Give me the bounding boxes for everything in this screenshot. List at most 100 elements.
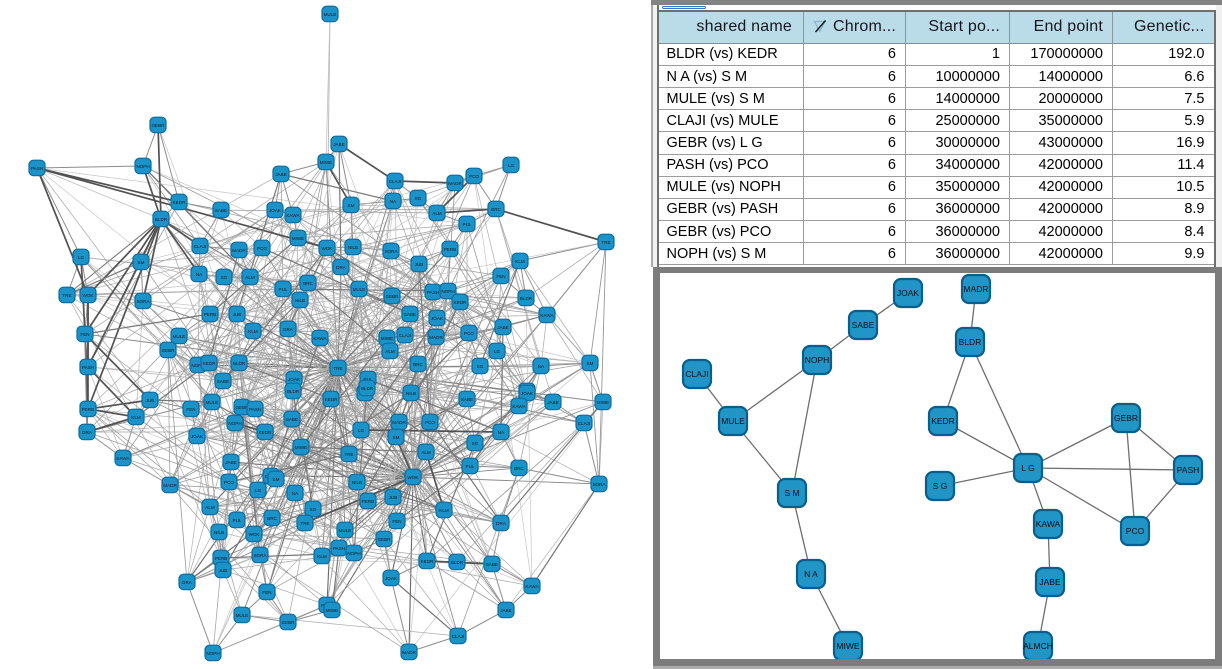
svg-text:ALMCH: ALMCH [1023, 641, 1053, 651]
svg-text:NOPH: NOPH [441, 289, 454, 294]
svg-text:MULE: MULE [206, 400, 219, 405]
svg-text:SABE: SABE [852, 320, 875, 330]
svg-text:MULE: MULE [173, 334, 186, 339]
svg-text:SM: SM [393, 435, 400, 440]
svg-text:WOK: WOK [322, 246, 334, 251]
svg-text:KLM: KLM [515, 259, 525, 264]
svg-text:PUL: PUL [466, 464, 475, 469]
svg-text:CLAJI: CLAJI [578, 421, 591, 426]
svg-text:BLDR: BLDR [451, 560, 464, 565]
svg-text:MADR: MADR [429, 335, 443, 340]
svg-text:GEBR: GEBR [151, 123, 165, 128]
svg-text:KAWA: KAWA [540, 313, 554, 318]
svg-text:GEBR: GEBR [385, 294, 399, 299]
svg-text:BRC: BRC [267, 516, 277, 521]
svg-text:PCO: PCO [257, 246, 267, 251]
svg-text:NOPH: NOPH [136, 164, 149, 169]
svg-text:MADR: MADR [963, 284, 988, 294]
svg-text:SG: SG [415, 196, 422, 201]
svg-text:PASH: PASH [333, 546, 345, 551]
svg-text:S M: S M [784, 488, 799, 498]
svg-text:FEN: FEN [186, 407, 195, 412]
svg-text:SORA: SORA [592, 482, 606, 487]
svg-text:PASH: PASH [31, 166, 43, 171]
svg-text:ALM: ALM [245, 275, 255, 280]
svg-text:ALM: ALM [421, 450, 431, 455]
svg-text:GEBR: GEBR [281, 620, 295, 625]
svg-text:SM: SM [273, 477, 280, 482]
svg-text:SG: SG [310, 507, 317, 512]
svg-text:BLDR: BLDR [520, 296, 533, 301]
svg-text:FEN: FEN [80, 332, 89, 337]
svg-text:SABE: SABE [404, 312, 416, 317]
svg-text:L G: L G [1021, 463, 1034, 473]
svg-text:SG: SG [477, 364, 484, 369]
svg-text:MULE: MULE [339, 528, 352, 533]
svg-text:FEN: FEN [496, 274, 505, 279]
svg-text:S G: S G [933, 481, 948, 491]
svg-text:CLAJI: CLAJI [389, 179, 402, 184]
svg-text:PCO: PCO [1126, 526, 1145, 536]
svg-text:JABE: JABE [225, 460, 237, 465]
svg-text:KEDR: KEDR [325, 397, 338, 402]
svg-text:PERB: PERB [204, 312, 217, 317]
svg-text:JOAK: JOAK [288, 377, 301, 382]
svg-text:LG: LG [494, 349, 501, 354]
svg-text:MULE: MULE [324, 12, 337, 17]
svg-text:SABE: SABE [461, 397, 473, 402]
svg-text:LG: LG [78, 255, 85, 260]
svg-text:KLM: KLM [248, 329, 258, 334]
svg-text:JABE: JABE [497, 325, 509, 330]
svg-text:BLDR: BLDR [361, 386, 374, 391]
svg-text:NA: NA [498, 430, 505, 435]
svg-text:ALM: ALM [385, 349, 395, 354]
svg-text:NOPH: NOPH [228, 421, 241, 426]
svg-text:NILB: NILB [406, 391, 416, 396]
svg-text:NOPH: NOPH [805, 355, 830, 365]
svg-text:NA: NA [390, 199, 397, 204]
svg-text:JABE: JABE [547, 400, 559, 405]
svg-text:PERB: PERB [82, 407, 95, 412]
svg-text:JUB: JUB [233, 312, 242, 317]
svg-text:NA: NA [292, 491, 299, 496]
svg-text:CLAJI: CLAJI [194, 244, 207, 249]
svg-text:KLM: KLM [439, 508, 449, 513]
svg-text:JOAK: JOAK [385, 576, 398, 581]
svg-text:BRC: BRC [413, 362, 423, 367]
svg-text:JABE: JABE [275, 172, 287, 177]
svg-text:TRE: TRE [344, 452, 353, 457]
svg-text:CLAJI: CLAJI [399, 333, 412, 338]
svg-text:KAWA: KAWA [512, 404, 526, 409]
svg-text:PCO: PCO [464, 331, 474, 336]
svg-text:LG: LG [508, 163, 515, 168]
svg-text:LG: LG [255, 488, 262, 493]
svg-text:DRA: DRA [496, 521, 507, 526]
svg-text:MULE: MULE [236, 613, 249, 618]
svg-text:KEDR: KEDR [454, 300, 467, 305]
svg-text:GEBR: GEBR [377, 537, 391, 542]
svg-text:MULE: MULE [721, 416, 745, 426]
svg-text:SORA: SORA [253, 553, 267, 558]
svg-text:CLAJI: CLAJI [452, 634, 465, 639]
svg-text:SORA: SORA [384, 249, 398, 254]
svg-text:PERB: PERB [362, 499, 375, 504]
svg-text:BLDR: BLDR [233, 361, 246, 366]
svg-text:KAWA: KAWA [313, 336, 327, 341]
svg-text:NA: NA [538, 364, 545, 369]
svg-text:KAWA: KAWA [1036, 519, 1061, 529]
svg-text:TRE: TRE [62, 293, 71, 298]
svg-text:MIWE: MIWE [836, 641, 859, 651]
svg-text:KEDR: KEDR [931, 416, 955, 426]
svg-text:GEBR: GEBR [235, 405, 249, 410]
svg-text:SABE: SABE [486, 562, 498, 567]
svg-text:JUB: JUB [219, 568, 228, 573]
svg-text:KLM: KLM [317, 554, 327, 559]
svg-text:PASH: PASH [82, 365, 94, 370]
svg-text:SABE: SABE [286, 417, 298, 422]
svg-text:PASH: PASH [427, 290, 439, 295]
svg-text:MIWE: MIWE [597, 400, 610, 405]
svg-text:MADR: MADR [392, 420, 406, 425]
svg-text:JABE: JABE [1039, 577, 1061, 587]
svg-text:BRC: BRC [514, 466, 524, 471]
svg-text:NOPH: NOPH [191, 363, 204, 368]
